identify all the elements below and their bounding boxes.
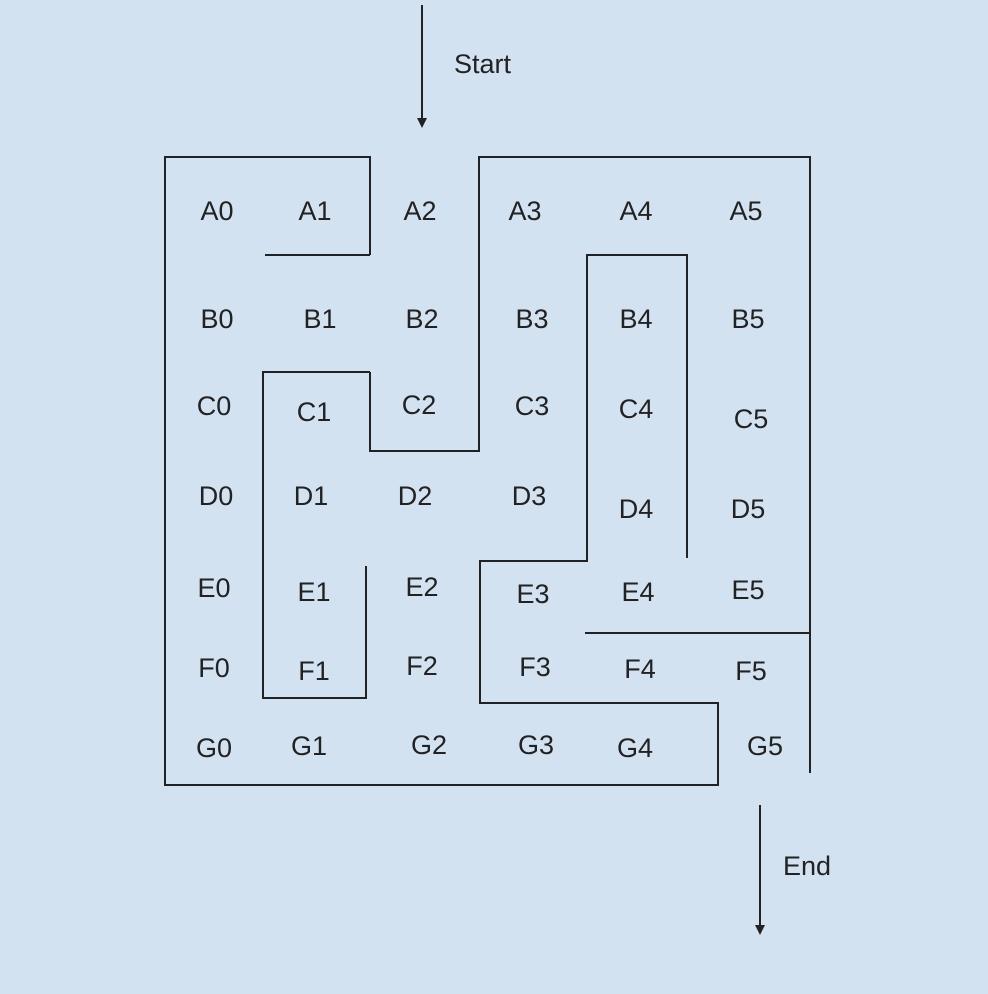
cell-label-c1: C1 (297, 397, 332, 427)
cell-label-g4: G4 (617, 733, 653, 763)
start-arrow-icon (417, 5, 427, 128)
cell-label-e1: E1 (297, 577, 330, 607)
cell-label-c5: C5 (734, 404, 769, 434)
cell-label-a1: A1 (298, 196, 331, 226)
cell-label-e2: E2 (405, 572, 438, 602)
cell-label-f5: F5 (735, 656, 767, 686)
cell-label-g3: G3 (518, 730, 554, 760)
cell-label-d3: D3 (512, 481, 547, 511)
end-label: End (783, 851, 831, 881)
cell-label-f1: F1 (298, 656, 330, 686)
cell-label-g0: G0 (196, 733, 232, 763)
cell-label-e0: E0 (197, 573, 230, 603)
wall-top-left (164, 156, 719, 786)
cell-label-f2: F2 (406, 651, 438, 681)
cell-labels: A0 A1 A2 A3 A4 A5 B0 B1 B2 B3 B4 B5 C0 C1 C2 C3 C4 C5 D0 D1… (196, 196, 783, 763)
cell-label-c4: C4 (619, 394, 654, 424)
cell-label-a3: A3 (508, 196, 541, 226)
cell-label-f3: F3 (519, 652, 551, 682)
cell-label-a5: A5 (729, 196, 762, 226)
cell-label-b4: B4 (619, 304, 652, 334)
cell-label-b0: B0 (200, 304, 233, 334)
cell-label-a2: A2 (403, 196, 436, 226)
cell-label-g2: G2 (411, 730, 447, 760)
cell-label-e5: E5 (731, 575, 764, 605)
cell-label-f0: F0 (198, 653, 230, 683)
cell-label-c3: C3 (515, 391, 550, 421)
cell-label-a4: A4 (619, 196, 652, 226)
cell-label-b3: B3 (515, 304, 548, 334)
cell-label-f4: F4 (624, 654, 656, 684)
cell-label-d2: D2 (398, 481, 433, 511)
cell-label-e4: E4 (621, 577, 654, 607)
cell-label-b5: B5 (731, 304, 764, 334)
cell-label-g1: G1 (291, 731, 327, 761)
maze-walls (164, 156, 811, 786)
wall-c1-box (262, 371, 370, 699)
cell-label-b1: B1 (303, 304, 336, 334)
end-arrow-icon (755, 805, 765, 935)
start-label: Start (454, 49, 512, 79)
wall-top-right (369, 156, 811, 773)
cell-label-b2: B2 (405, 304, 438, 334)
cell-label-d5: D5 (731, 494, 766, 524)
cell-label-e3: E3 (516, 579, 549, 609)
cell-label-c2: C2 (402, 390, 437, 420)
cell-label-a0: A0 (200, 196, 233, 226)
cell-label-c0: C0 (197, 391, 232, 421)
cell-label-g5: G5 (747, 731, 783, 761)
cell-label-d1: D1 (294, 481, 329, 511)
cell-label-d0: D0 (199, 481, 234, 511)
cell-label-d4: D4 (619, 494, 654, 524)
